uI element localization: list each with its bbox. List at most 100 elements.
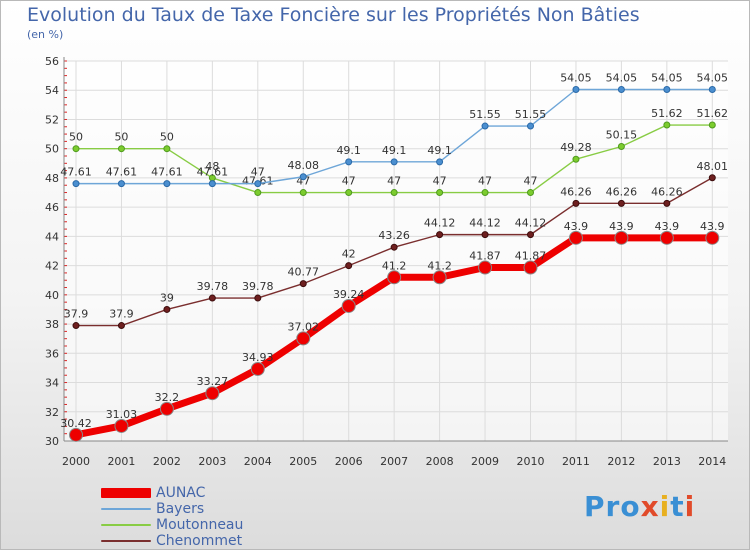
y-axis-unit: (en %): [27, 28, 64, 41]
legend-label-moutonneau: Moutonneau: [156, 517, 244, 533]
data-point-bayers: [254, 180, 262, 188]
logo-letter: r: [605, 490, 621, 523]
data-point-bayers: [527, 122, 534, 130]
x-tick-label: 2008: [426, 455, 454, 468]
data-label-chenommet: 44.12: [515, 217, 547, 230]
data-point-moutonneau: [72, 145, 80, 153]
data-label-bayers: 47.61: [151, 166, 183, 179]
data-point-bayers: [390, 158, 398, 166]
data-point-aunac: [478, 260, 493, 275]
data-point-chenommet: [117, 322, 125, 330]
data-label-bayers: 54.05: [560, 72, 592, 85]
data-label-aunac: 43.9: [700, 220, 725, 233]
logo-letter: o: [620, 490, 641, 523]
data-label-aunac: 41.87: [469, 250, 501, 263]
logo-letter: i: [684, 490, 696, 523]
x-tick-label: 2004: [244, 455, 272, 468]
data-point-aunac: [614, 230, 629, 245]
data-label-bayers: 54.05: [606, 72, 638, 85]
data-label-moutonneau: 49.28: [560, 141, 592, 154]
data-label-moutonneau: 47: [433, 175, 447, 188]
data-label-aunac: 33.27: [197, 375, 229, 388]
data-point-moutonneau: [527, 189, 534, 197]
legend-swatch-bayers: [101, 508, 151, 510]
plot-area: [64, 61, 728, 441]
y-tick-label: 44: [45, 230, 59, 243]
data-point-chenommet: [481, 231, 489, 239]
data-point-bayers: [481, 122, 489, 130]
y-tick-label: 40: [45, 289, 59, 302]
data-label-moutonneau: 51.62: [697, 107, 729, 120]
data-point-bayers: [436, 158, 444, 166]
data-point-chenommet: [208, 294, 216, 302]
data-label-chenommet: 46.26: [560, 185, 592, 198]
data-label-moutonneau: 47: [478, 175, 492, 188]
data-label-moutonneau: 50: [69, 131, 83, 144]
data-label-chenommet: 39.78: [242, 280, 274, 293]
data-label-moutonneau: 47: [342, 175, 356, 188]
data-point-bayers: [617, 86, 625, 93]
data-label-bayers: 49.1: [382, 144, 407, 157]
x-tick-label: 2009: [471, 455, 499, 468]
data-label-chenommet: 46.26: [651, 185, 683, 198]
x-tick-label: 2001: [107, 455, 135, 468]
data-point-aunac: [705, 230, 720, 245]
data-point-bayers: [299, 173, 307, 181]
data-point-aunac: [387, 270, 402, 285]
data-point-moutonneau: [345, 189, 353, 197]
logo-letter: x: [640, 490, 660, 523]
logo-letter: P: [584, 490, 606, 523]
data-label-chenommet: 37.9: [109, 308, 134, 321]
data-label-aunac: 32.2: [155, 391, 180, 404]
x-tick-label: 2000: [62, 455, 90, 468]
data-label-moutonneau: 51.62: [651, 107, 683, 120]
y-tick-label: 50: [45, 143, 59, 156]
data-point-bayers: [117, 180, 125, 188]
legend-swatch-chenommet: [101, 540, 151, 542]
data-point-chenommet: [254, 294, 262, 302]
data-label-chenommet: 39: [160, 291, 174, 304]
data-label-aunac: 41.2: [382, 259, 407, 272]
data-point-chenommet: [527, 231, 534, 239]
data-point-bayers: [345, 158, 353, 166]
data-label-moutonneau: 50: [114, 131, 128, 144]
legend-label-bayers: Bayers: [156, 501, 205, 517]
data-label-bayers: 49.1: [427, 144, 452, 157]
y-tick-label: 34: [45, 377, 59, 390]
line-chart: 30 32 34 36 38 40 42 44 46 48 50 52 54 56 2000 2001 2002…: [45, 55, 729, 468]
data-label-chenommet: 48.01: [697, 160, 729, 173]
data-point-aunac: [659, 230, 674, 245]
data-label-aunac: 39.24: [333, 288, 365, 301]
data-label-moutonneau: 47: [387, 175, 401, 188]
y-tick-label: 38: [45, 318, 59, 331]
x-tick-label: 2010: [517, 455, 545, 468]
data-label-bayers: 49.1: [336, 144, 361, 157]
data-point-bayers: [72, 180, 80, 188]
data-point-bayers: [208, 180, 216, 188]
data-point-aunac: [568, 230, 583, 245]
data-label-chenommet: 42: [342, 248, 356, 261]
data-label-aunac: 43.9: [564, 220, 589, 233]
x-tick-label: 2007: [380, 455, 408, 468]
data-point-chenommet: [708, 174, 716, 182]
data-label-aunac: 41.87: [515, 250, 547, 263]
data-label-aunac: 34.93: [242, 351, 274, 364]
y-tick-label: 56: [45, 55, 59, 68]
legend-swatch-aunac: [101, 488, 151, 498]
data-point-chenommet: [390, 243, 398, 251]
x-tick-label: 2006: [335, 455, 363, 468]
data-label-moutonneau: 50: [160, 131, 174, 144]
x-tick-label: 2013: [653, 455, 681, 468]
y-tick-label: 48: [45, 172, 59, 185]
data-point-aunac: [341, 298, 356, 313]
data-point-chenommet: [345, 262, 353, 270]
data-label-bayers: 47.61: [197, 166, 229, 179]
data-point-aunac: [205, 386, 220, 401]
data-point-aunac: [159, 401, 174, 416]
data-label-chenommet: 39.78: [197, 280, 229, 293]
data-label-bayers: 54.05: [697, 72, 729, 85]
x-tick-label: 2003: [198, 455, 226, 468]
data-label-bayers: 54.05: [651, 72, 683, 85]
chart-title: Evolution du Taux de Taxe Foncière sur l…: [27, 4, 640, 26]
